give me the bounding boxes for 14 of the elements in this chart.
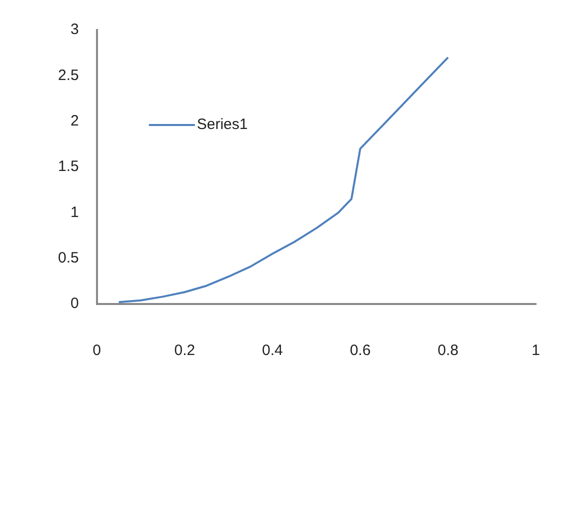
y-tick-label: 0 (70, 295, 79, 312)
y-tick-label: 1.5 (58, 158, 79, 176)
x-tick-label: 1 (532, 342, 540, 360)
y-tick-label: 2.5 (58, 66, 79, 84)
y-tick-label: 2 (70, 112, 79, 130)
x-tick-label: 0.4 (262, 342, 283, 360)
x-tick-label: 0 (92, 342, 102, 360)
y-tick-label: 0.5 (58, 249, 79, 266)
x-tick-label: 0.8 (438, 342, 458, 360)
y-tick-label: 3 (70, 21, 79, 38)
y-tick-label: 1 (70, 204, 79, 221)
legend-label: Series1 (196, 116, 248, 134)
x-tick-label: 0.2 (174, 342, 196, 360)
x-tick-label: 0.6 (350, 342, 371, 360)
